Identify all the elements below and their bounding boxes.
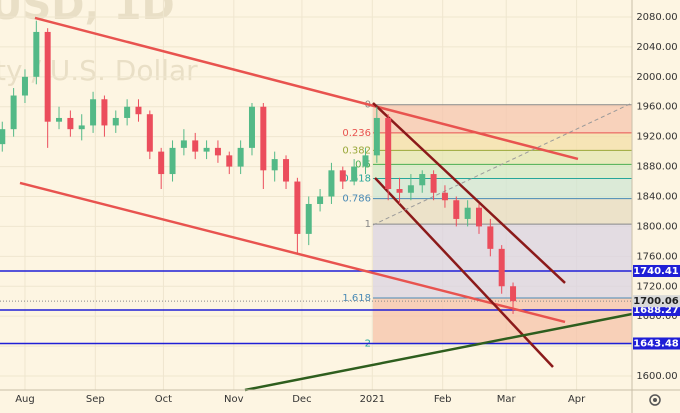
candle-body	[169, 147, 176, 175]
x-tick-label: Feb	[434, 394, 452, 405]
y-tick-label: 1960.00	[636, 102, 677, 113]
candle-body	[396, 189, 403, 193]
x-tick-label: Oct	[155, 394, 172, 405]
candle-body	[192, 140, 199, 152]
candle-body	[407, 185, 414, 193]
candle-body	[317, 196, 324, 204]
gear[interactable]	[649, 394, 661, 406]
candle-body	[33, 31, 40, 77]
candle-body	[0, 129, 6, 145]
candle-body	[237, 147, 244, 167]
candle-body	[419, 174, 426, 186]
y-tick-label: 2000.00	[636, 72, 677, 83]
settings-icon[interactable]	[649, 394, 661, 406]
x-tick-label: 2021	[360, 394, 385, 405]
level-price-label-box	[633, 337, 680, 350]
candle-body	[328, 170, 335, 197]
candle-body	[226, 155, 233, 167]
candle-body	[21, 76, 28, 96]
candle-body	[78, 125, 85, 130]
candle-body	[90, 99, 97, 126]
last-price-label-box	[633, 295, 680, 308]
y-tick-label: 2040.00	[636, 42, 677, 53]
fib-label: 0.382	[342, 145, 371, 156]
candle-body	[214, 147, 221, 156]
y-tick-label: 1600.00	[636, 371, 677, 382]
candle-body	[294, 181, 301, 234]
fib-label: 0.786	[342, 194, 371, 205]
candle-body	[430, 174, 437, 193]
fib-label: 0.236	[342, 128, 371, 139]
last-price-label: 1700.06	[633, 296, 679, 307]
trend-line	[34, 16, 579, 161]
y-tick-label: 1800.00	[636, 221, 677, 232]
candle-body	[453, 200, 460, 219]
y-tick-label: 1840.00	[636, 191, 677, 202]
level-price-label: 1740.41	[633, 266, 679, 277]
level-price-label-box	[633, 264, 680, 277]
x-tick-label: Aug	[15, 394, 35, 405]
candle-body	[464, 207, 471, 219]
fib-label: 1.618	[342, 293, 371, 304]
fib-zone	[372, 164, 632, 179]
y-tick-label: 1920.00	[636, 132, 677, 143]
candle-body	[56, 117, 63, 122]
trend-line	[372, 102, 566, 284]
trend-line	[19, 181, 566, 324]
level-price-label: 1643.48	[633, 338, 679, 349]
candle-body	[10, 95, 17, 130]
candle-body	[283, 159, 290, 182]
candle-body	[385, 117, 392, 190]
y-tick-label: 1880.00	[636, 162, 677, 173]
fib-zone	[372, 178, 632, 199]
fib-zone	[372, 104, 632, 133]
candle-body	[351, 166, 358, 182]
candle-body	[498, 248, 505, 287]
candle-body	[510, 286, 517, 302]
fib-zone	[372, 150, 632, 165]
fib-label: 1	[365, 219, 371, 230]
candle-body	[487, 226, 494, 249]
y-tick-label: 1680.00	[636, 311, 677, 322]
x-tick-label: Sep	[86, 394, 105, 405]
candle-body	[248, 106, 255, 148]
fib-zone	[372, 198, 632, 225]
level-price-label: 1688.27	[633, 305, 679, 316]
x-tick-label: Nov	[224, 394, 244, 405]
candle-body	[124, 106, 131, 118]
candle-body	[146, 114, 153, 152]
candle-body	[441, 192, 448, 201]
candle-body	[203, 147, 210, 152]
x-tick-label: Dec	[292, 394, 311, 405]
candle-body	[180, 140, 187, 148]
candle-body	[260, 106, 267, 171]
trend-line	[244, 312, 633, 392]
x-tick-label: Apr	[568, 394, 586, 405]
y-tick-label: 1720.00	[636, 281, 677, 292]
candle-body	[44, 31, 51, 122]
watermark: ty / U.S. Dollar	[0, 54, 198, 87]
candle-body	[67, 117, 74, 130]
candle-body	[158, 151, 165, 175]
y-tick-label: 1760.00	[636, 251, 677, 262]
x-tick-label: Mar	[497, 394, 517, 405]
fib-zone	[372, 132, 632, 151]
y-tick-label: 2080.00	[636, 12, 677, 23]
candle-body	[362, 155, 369, 167]
candle-body	[305, 203, 312, 234]
candle-body	[101, 99, 108, 126]
trend-line	[372, 102, 633, 226]
candle-body	[373, 117, 380, 156]
candle-body	[112, 117, 119, 126]
candle-body	[271, 159, 278, 171]
gear-center[interactable]	[653, 398, 657, 402]
candle-body	[135, 106, 142, 115]
candle-body	[339, 170, 346, 182]
watermark: USD, 1D	[0, 0, 175, 29]
candle-body	[475, 207, 482, 227]
